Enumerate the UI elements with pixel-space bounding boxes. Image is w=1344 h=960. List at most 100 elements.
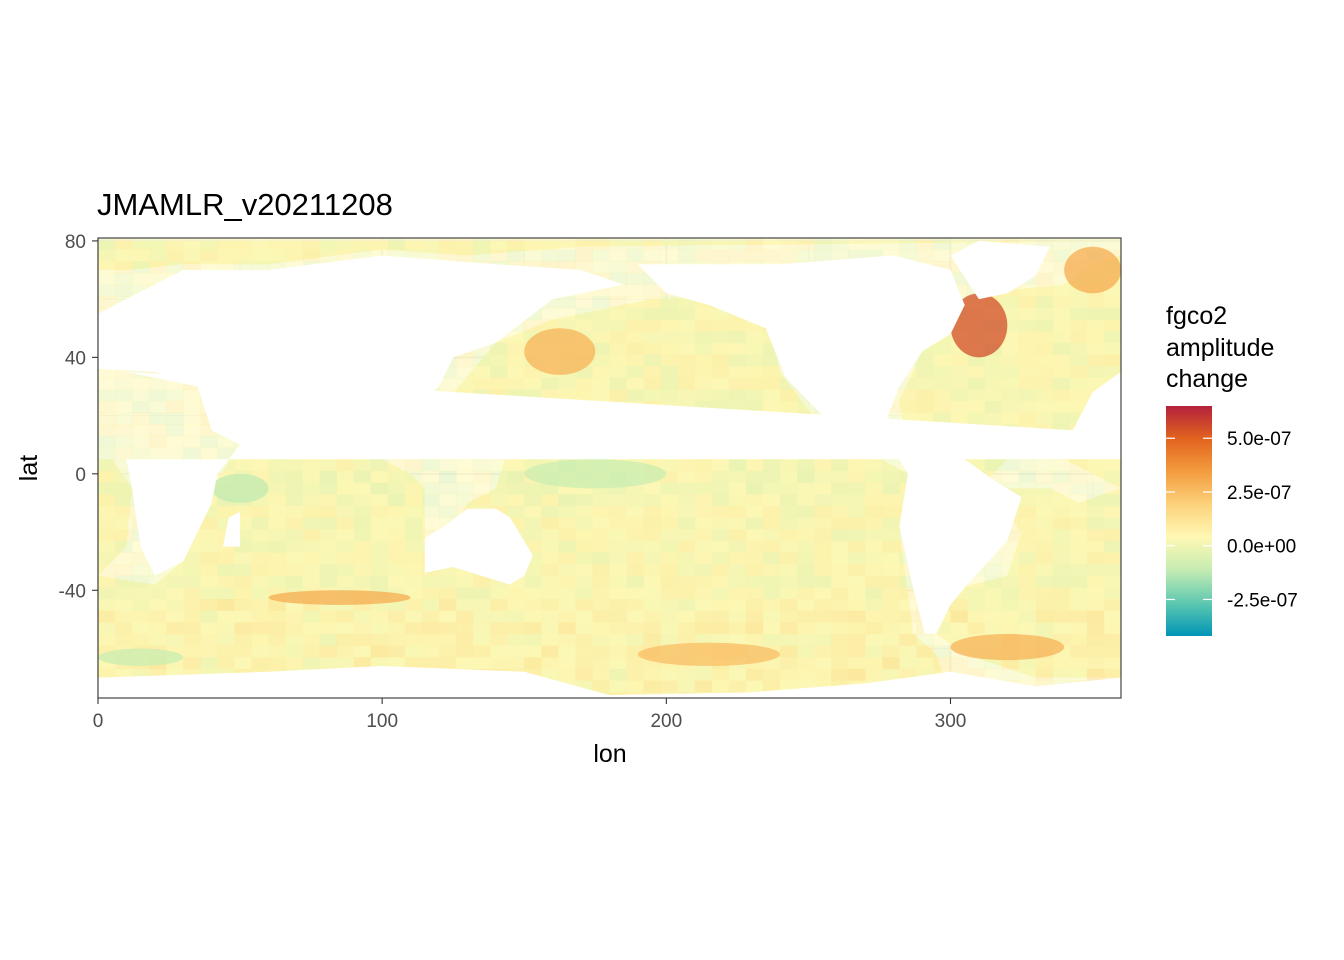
heat-cell bbox=[115, 564, 133, 577]
heat-cell bbox=[694, 389, 713, 402]
heat-cell bbox=[626, 540, 645, 553]
heat-cell bbox=[882, 517, 900, 530]
heat-cell bbox=[916, 366, 934, 379]
heat-cell bbox=[831, 494, 849, 507]
heat-cell bbox=[575, 529, 593, 542]
heat-cell bbox=[780, 517, 798, 530]
heat-cell bbox=[404, 552, 423, 565]
heat-cell bbox=[592, 657, 610, 670]
heat-cell bbox=[541, 529, 559, 542]
heat-cell bbox=[115, 529, 133, 542]
heat-cell bbox=[217, 238, 235, 251]
hotspot-south-atlantic-front bbox=[950, 633, 1065, 661]
heat-cell bbox=[421, 587, 440, 600]
heat-cell bbox=[115, 633, 133, 647]
land-madagascar bbox=[223, 511, 241, 547]
heat-cell bbox=[1086, 668, 1105, 682]
heat-cell bbox=[626, 307, 645, 321]
heat-cell bbox=[592, 389, 610, 402]
heat-cell bbox=[115, 622, 133, 635]
heat-cell bbox=[575, 494, 593, 507]
heat-cell bbox=[558, 657, 576, 670]
heat-cell bbox=[831, 610, 849, 623]
heat-cell bbox=[268, 459, 287, 472]
heat-cell bbox=[149, 249, 167, 262]
heat-cell bbox=[200, 529, 218, 542]
heat-cell bbox=[387, 505, 406, 518]
heat-cell bbox=[592, 238, 610, 251]
heat-cell bbox=[984, 622, 1003, 635]
heat-cell bbox=[882, 657, 900, 670]
heat-cell bbox=[217, 564, 235, 577]
heat-cell bbox=[251, 517, 269, 530]
heat-cell bbox=[456, 459, 474, 472]
heat-cell bbox=[626, 494, 645, 507]
heat-cell bbox=[797, 517, 815, 530]
heat-cell bbox=[967, 657, 986, 670]
heat-cell bbox=[626, 610, 645, 623]
heat-cell bbox=[865, 482, 883, 495]
heat-cell bbox=[370, 238, 389, 251]
heat-cell bbox=[728, 331, 747, 344]
heat-cell bbox=[132, 249, 150, 262]
heat-cell bbox=[404, 517, 423, 530]
heat-cell bbox=[797, 645, 815, 658]
heat-cell bbox=[98, 424, 116, 437]
heat-cell bbox=[848, 599, 866, 612]
heat-cell bbox=[302, 575, 321, 588]
heat-cell bbox=[626, 668, 645, 682]
heat-cell bbox=[1086, 517, 1105, 530]
heat-cell bbox=[98, 401, 116, 414]
heat-cell bbox=[814, 494, 832, 507]
heat-cell bbox=[899, 401, 917, 414]
heat-cell bbox=[643, 354, 662, 367]
heat-cell bbox=[1018, 470, 1037, 484]
heat-cell bbox=[558, 505, 576, 518]
heat-cell bbox=[745, 529, 764, 542]
heat-cell bbox=[387, 540, 406, 553]
heat-cell bbox=[728, 599, 747, 612]
heat-cell bbox=[916, 389, 934, 402]
heat-cell bbox=[115, 540, 133, 553]
heat-cell bbox=[728, 622, 747, 635]
heat-cell bbox=[728, 366, 747, 379]
heat-cell bbox=[524, 238, 542, 251]
heat-cell bbox=[711, 552, 730, 565]
heat-cell bbox=[319, 482, 338, 495]
heat-cell bbox=[780, 389, 798, 402]
heat-cell bbox=[728, 459, 747, 472]
heat-cell bbox=[234, 645, 252, 658]
heat-cell bbox=[575, 552, 593, 565]
heat-cell bbox=[149, 435, 167, 449]
heat-cell bbox=[592, 645, 610, 658]
heat-cell bbox=[507, 587, 525, 600]
heat-cell bbox=[660, 249, 679, 262]
heat-cell bbox=[575, 249, 593, 262]
heat-cell bbox=[115, 610, 133, 623]
heat-cell bbox=[558, 517, 576, 530]
heat-cell bbox=[592, 540, 610, 553]
heat-cell bbox=[149, 424, 167, 437]
heat-cell bbox=[456, 354, 474, 367]
heat-cell bbox=[677, 238, 696, 251]
heat-cell bbox=[370, 505, 389, 518]
heat-cell bbox=[439, 470, 457, 484]
heat-cell bbox=[1069, 552, 1088, 565]
heat-cell bbox=[609, 377, 628, 390]
heat-cell bbox=[166, 249, 184, 262]
heat-cell bbox=[1018, 366, 1037, 379]
heat-cell bbox=[473, 610, 491, 623]
heat-cell bbox=[916, 401, 934, 414]
heat-cell bbox=[592, 622, 610, 635]
hotspot-southern-ocean-indian bbox=[268, 590, 411, 605]
heat-cell bbox=[609, 238, 628, 251]
heat-cell bbox=[132, 564, 150, 577]
heat-cell bbox=[882, 459, 900, 472]
heat-cell bbox=[234, 622, 252, 635]
heat-cell bbox=[711, 459, 730, 472]
heat-cell bbox=[899, 377, 917, 390]
heat-cell bbox=[1018, 412, 1037, 425]
heat-cell bbox=[183, 657, 201, 670]
heat-cell bbox=[1035, 482, 1054, 495]
heat-cell bbox=[166, 622, 184, 635]
